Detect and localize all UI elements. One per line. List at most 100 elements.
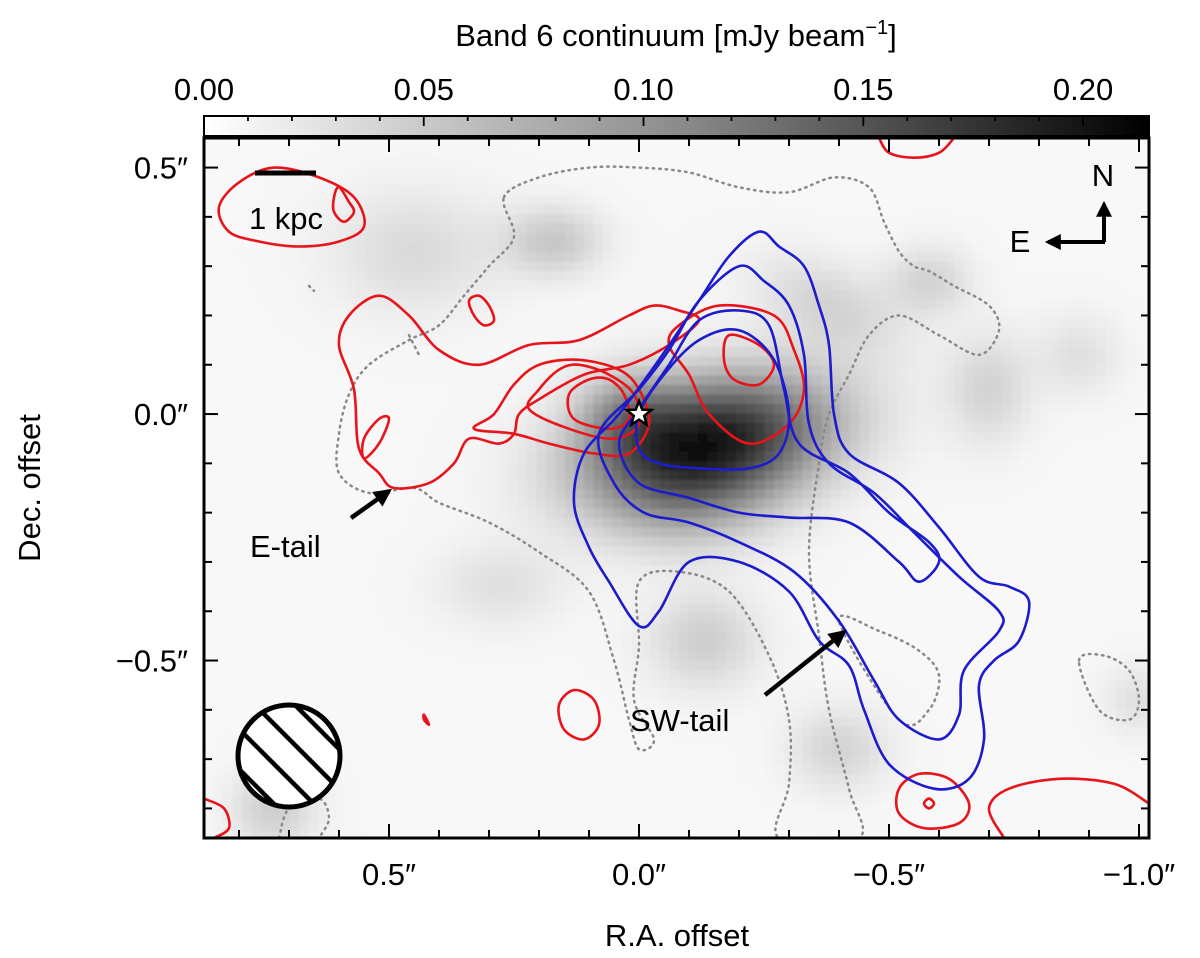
continuum-pixel: [527, 546, 538, 557]
continuum-pixel: [983, 195, 994, 206]
continuum-pixel: [536, 366, 547, 377]
continuum-pixel: [536, 603, 547, 614]
continuum-pixel: [232, 394, 243, 405]
continuum-pixel: [745, 480, 756, 491]
continuum-pixel: [574, 527, 585, 538]
continuum-pixel: [441, 290, 452, 301]
continuum-pixel: [574, 366, 585, 377]
continuum-pixel: [508, 280, 519, 291]
continuum-pixel: [745, 157, 756, 168]
continuum-pixel: [802, 214, 813, 225]
continuum-pixel: [1021, 394, 1032, 405]
continuum-pixel: [973, 546, 984, 557]
continuum-pixel: [641, 461, 652, 472]
continuum-pixel: [603, 185, 614, 196]
continuum-pixel: [327, 233, 338, 244]
continuum-pixel: [346, 204, 357, 215]
continuum-pixel: [251, 480, 262, 491]
continuum-pixel: [1068, 461, 1079, 472]
continuum-pixel: [774, 603, 785, 614]
continuum-pixel: [356, 575, 367, 586]
continuum-pixel: [375, 214, 386, 225]
continuum-pixel: [261, 594, 272, 605]
continuum-pixel: [318, 299, 329, 310]
continuum-pixel: [888, 147, 899, 158]
continuum-pixel: [973, 290, 984, 301]
continuum-pixel: [403, 280, 414, 291]
continuum-pixel: [783, 252, 794, 263]
continuum-pixel: [375, 584, 386, 595]
continuum-pixel: [1078, 404, 1089, 415]
continuum-pixel: [821, 185, 832, 196]
continuum-pixel: [565, 166, 576, 177]
continuum-pixel: [394, 404, 405, 415]
continuum-pixel: [546, 527, 557, 538]
continuum-pixel: [422, 185, 433, 196]
continuum-pixel: [1068, 147, 1079, 158]
continuum-pixel: [1087, 394, 1098, 405]
continuum-pixel: [774, 394, 785, 405]
continuum-pixel: [812, 242, 823, 253]
continuum-pixel: [308, 366, 319, 377]
continuum-pixel: [660, 508, 671, 519]
continuum-pixel: [337, 603, 348, 614]
continuum-pixel: [470, 299, 481, 310]
continuum-pixel: [916, 518, 927, 529]
continuum-pixel: [1021, 451, 1032, 462]
continuum-pixel: [783, 337, 794, 348]
continuum-pixel: [546, 404, 557, 415]
continuum-pixel: [650, 356, 661, 367]
continuum-pixel: [470, 204, 481, 215]
continuum-pixel: [802, 518, 813, 529]
continuum-pixel: [612, 252, 623, 263]
continuum-pixel: [897, 176, 908, 187]
continuum-pixel: [546, 290, 557, 301]
continuum-pixel: [897, 280, 908, 291]
continuum-pixel: [698, 385, 709, 396]
continuum-pixel: [888, 442, 899, 453]
continuum-pixel: [318, 432, 329, 443]
continuum-pixel: [242, 176, 253, 187]
continuum-pixel: [859, 584, 870, 595]
continuum-pixel: [717, 480, 728, 491]
continuum-pixel: [935, 594, 946, 605]
continuum-pixel: [622, 204, 633, 215]
continuum-pixel: [888, 470, 899, 481]
continuum-pixel: [555, 404, 566, 415]
continuum-pixel: [1021, 480, 1032, 491]
continuum-pixel: [308, 318, 319, 329]
continuum-pixel: [251, 366, 262, 377]
continuum-pixel: [527, 242, 538, 253]
continuum-pixel: [1030, 594, 1041, 605]
continuum-pixel: [451, 413, 462, 424]
continuum-pixel: [318, 461, 329, 472]
continuum-pixel: [726, 233, 737, 244]
continuum-pixel: [840, 537, 851, 548]
continuum-pixel: [289, 280, 300, 291]
continuum-pixel: [850, 413, 861, 424]
continuum-pixel: [983, 204, 994, 215]
continuum-pixel: [508, 157, 519, 168]
continuum-pixel: [289, 185, 300, 196]
continuum-pixel: [470, 556, 481, 567]
continuum-pixel: [992, 546, 1003, 557]
continuum-pixel: [840, 195, 851, 206]
continuum-pixel: [1097, 423, 1108, 434]
continuum-pixel: [992, 157, 1003, 168]
continuum-pixel: [717, 489, 728, 500]
continuum-pixel: [498, 499, 509, 510]
continuum-pixel: [726, 394, 737, 405]
continuum-pixel: [964, 413, 975, 424]
continuum-pixel: [812, 594, 823, 605]
continuum-pixel: [603, 166, 614, 177]
continuum-pixel: [641, 147, 652, 158]
continuum-pixel: [812, 223, 823, 234]
continuum-pixel: [1021, 242, 1032, 253]
continuum-pixel: [346, 299, 357, 310]
continuum-pixel: [840, 185, 851, 196]
continuum-pixel: [698, 432, 709, 443]
continuum-pixel: [622, 584, 633, 595]
continuum-pixel: [223, 385, 234, 396]
continuum-pixel: [821, 603, 832, 614]
continuum-pixel: [1144, 166, 1149, 177]
